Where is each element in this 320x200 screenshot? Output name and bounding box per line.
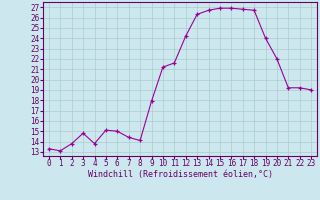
X-axis label: Windchill (Refroidissement éolien,°C): Windchill (Refroidissement éolien,°C) (87, 170, 273, 179)
